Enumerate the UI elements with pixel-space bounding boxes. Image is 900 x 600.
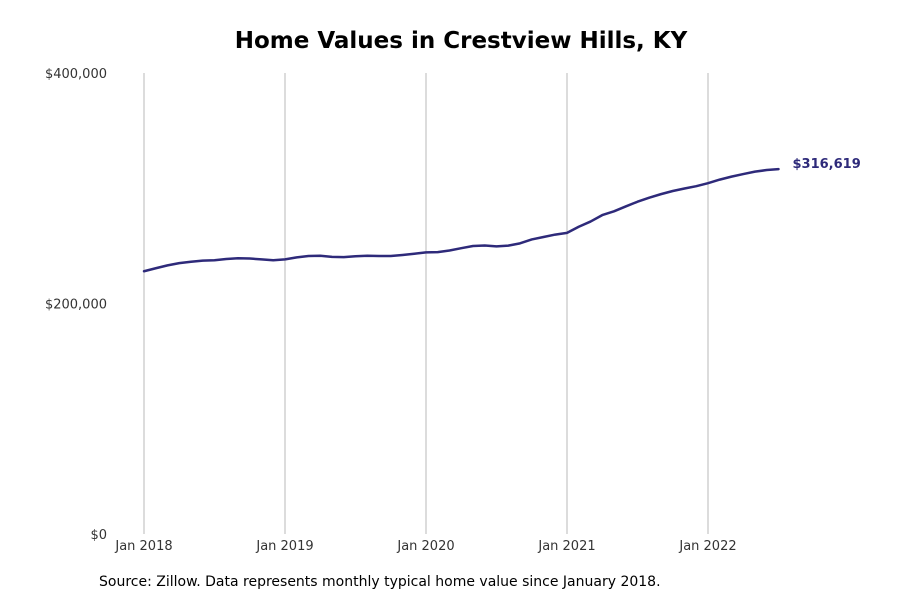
y-tick-label: $400,000 bbox=[45, 67, 107, 82]
grid-layer bbox=[143, 73, 709, 534]
end-value-label: $316,619 bbox=[793, 157, 861, 172]
chart-title: Home Values in Crestview Hills, KY bbox=[234, 28, 688, 54]
x-tick-label: Jan 2020 bbox=[396, 539, 454, 554]
axis-labels: Jan 2018 Jan 2019 Jan 2020 Jan 2021 Jan 2022… bbox=[45, 67, 737, 554]
source-note: Source: Zillow. Data represents monthly … bbox=[99, 574, 661, 590]
y-tick-label: $0 bbox=[90, 528, 107, 543]
x-tick-label: Jan 2018 bbox=[114, 539, 172, 554]
x-tick-label: Jan 2022 bbox=[678, 539, 736, 554]
x-tick-label: Jan 2019 bbox=[255, 539, 313, 554]
x-tick-label: Jan 2021 bbox=[537, 539, 595, 554]
series-layer: $316,619 bbox=[142, 157, 861, 273]
series-line bbox=[142, 167, 780, 273]
y-tick-label: $200,000 bbox=[45, 298, 107, 313]
